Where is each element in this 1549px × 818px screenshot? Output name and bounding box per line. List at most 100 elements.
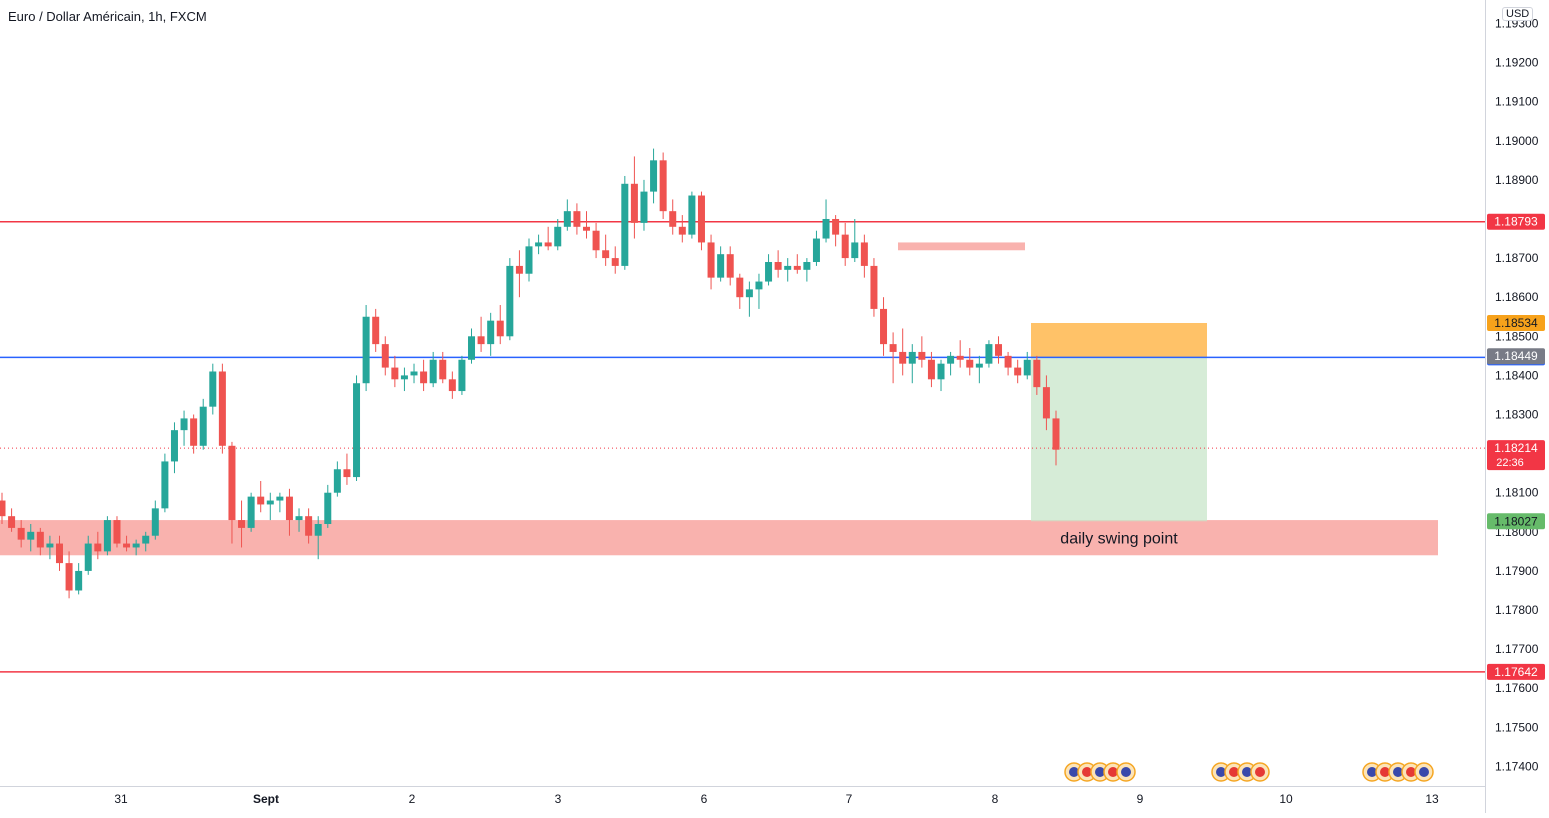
candle-body [343, 469, 351, 478]
candle-body [429, 359, 437, 384]
candle-body [247, 496, 255, 528]
candle-body [1004, 355, 1012, 368]
candle-body [228, 445, 236, 521]
candle-body [745, 289, 753, 298]
zone-label: daily swing point [1060, 531, 1178, 548]
candle-body [582, 226, 590, 231]
flag-icon [1108, 767, 1118, 777]
candle-body [515, 265, 523, 274]
price-tick-label: 1.18300 [1495, 408, 1539, 422]
price-tick-label: 1.17500 [1495, 720, 1539, 734]
candle-body [697, 195, 705, 243]
flag-icon [1367, 767, 1377, 777]
flag-icon [1216, 767, 1226, 777]
candle-body [717, 254, 725, 278]
candle-body [103, 520, 111, 552]
grey-price-tag: 1.18449 [1494, 349, 1538, 363]
target-price-tag: 1.18027 [1494, 514, 1538, 528]
candle-body [27, 531, 35, 540]
candle-body [161, 461, 169, 509]
candle-body [678, 226, 686, 235]
candle-body [209, 371, 217, 407]
candle-body [1052, 418, 1060, 450]
candle-body [899, 351, 907, 364]
price-tick-label: 1.18500 [1495, 329, 1539, 343]
flag-icon [1095, 767, 1105, 777]
flag-icon [1419, 767, 1429, 777]
symbol-title[interactable]: Euro / Dollar Américain, 1h, FXCM [8, 9, 207, 24]
candle-body [75, 570, 83, 591]
last-price-tag: 1.18214 [1494, 441, 1538, 455]
candle-body [170, 430, 178, 462]
candle-body [947, 355, 955, 364]
candle-body [908, 351, 916, 364]
time-tick-label: 8 [992, 792, 999, 806]
candle-body [956, 355, 964, 360]
zone-rect [0, 520, 1438, 556]
take-profit-box [1031, 357, 1207, 522]
time-tick-label: 2 [409, 792, 416, 806]
candle-body [391, 367, 399, 380]
candle-body [238, 520, 246, 528]
candle-body [832, 218, 840, 235]
candle-body [84, 543, 92, 571]
candle-body [8, 516, 16, 528]
candle-body [257, 496, 265, 505]
candle-body [1023, 359, 1031, 376]
candle-body [966, 359, 974, 368]
candle-body [36, 531, 44, 548]
candle-body [420, 371, 428, 384]
price-tick-label: 1.19100 [1495, 95, 1539, 109]
time-tick-label: 9 [1137, 792, 1144, 806]
candle-body [707, 242, 715, 278]
candle-body [822, 218, 830, 239]
candle-body [55, 543, 63, 564]
candle-body [592, 230, 600, 251]
price-tick-label: 1.18400 [1495, 368, 1539, 382]
resistance-price-tag: 1.18793 [1494, 215, 1538, 229]
candle-body [736, 277, 744, 298]
time-tick-label: 10 [1279, 792, 1293, 806]
candle-body [46, 543, 54, 548]
flag-icon [1229, 767, 1239, 777]
candle-body [573, 211, 581, 227]
candle-body [94, 543, 102, 552]
candle-body [726, 254, 734, 278]
candle-body [755, 281, 763, 290]
candle-body [611, 258, 619, 266]
candle-body [870, 265, 878, 309]
last-price-tag-countdown: 22:36 [1496, 457, 1524, 469]
candle-body [190, 418, 198, 446]
candle-body [765, 262, 773, 282]
candle-body [218, 371, 226, 446]
flag-icon [1121, 767, 1131, 777]
candle-body [880, 308, 888, 345]
time-tick-label: 31 [114, 792, 128, 806]
candle-body [812, 238, 820, 262]
time-tick-label: 3 [555, 792, 562, 806]
candle-body [439, 359, 447, 380]
last-price-tag-bg [1487, 440, 1545, 471]
candle-body [372, 316, 380, 345]
candle-body [142, 535, 150, 544]
candle-body [669, 211, 677, 227]
currency-button[interactable]: USD [1502, 7, 1534, 21]
flag-icon [1082, 767, 1092, 777]
candle-body [410, 371, 418, 376]
flag-icon [1406, 767, 1416, 777]
candle-body [276, 496, 284, 501]
price-tick-label: 1.18900 [1495, 173, 1539, 187]
resistance-price-tag: 1.17642 [1494, 665, 1538, 679]
candle-body [1033, 359, 1041, 388]
candle-body [151, 508, 159, 536]
candle-body [851, 242, 859, 259]
candle-body [918, 351, 926, 360]
candle-body [563, 211, 571, 227]
flag-icon [1069, 767, 1079, 777]
candle-body [937, 363, 945, 380]
candle-body [774, 262, 782, 270]
candle-body [860, 242, 868, 266]
candle-body [333, 469, 341, 493]
resistance-price-tag-bg [1487, 663, 1545, 680]
